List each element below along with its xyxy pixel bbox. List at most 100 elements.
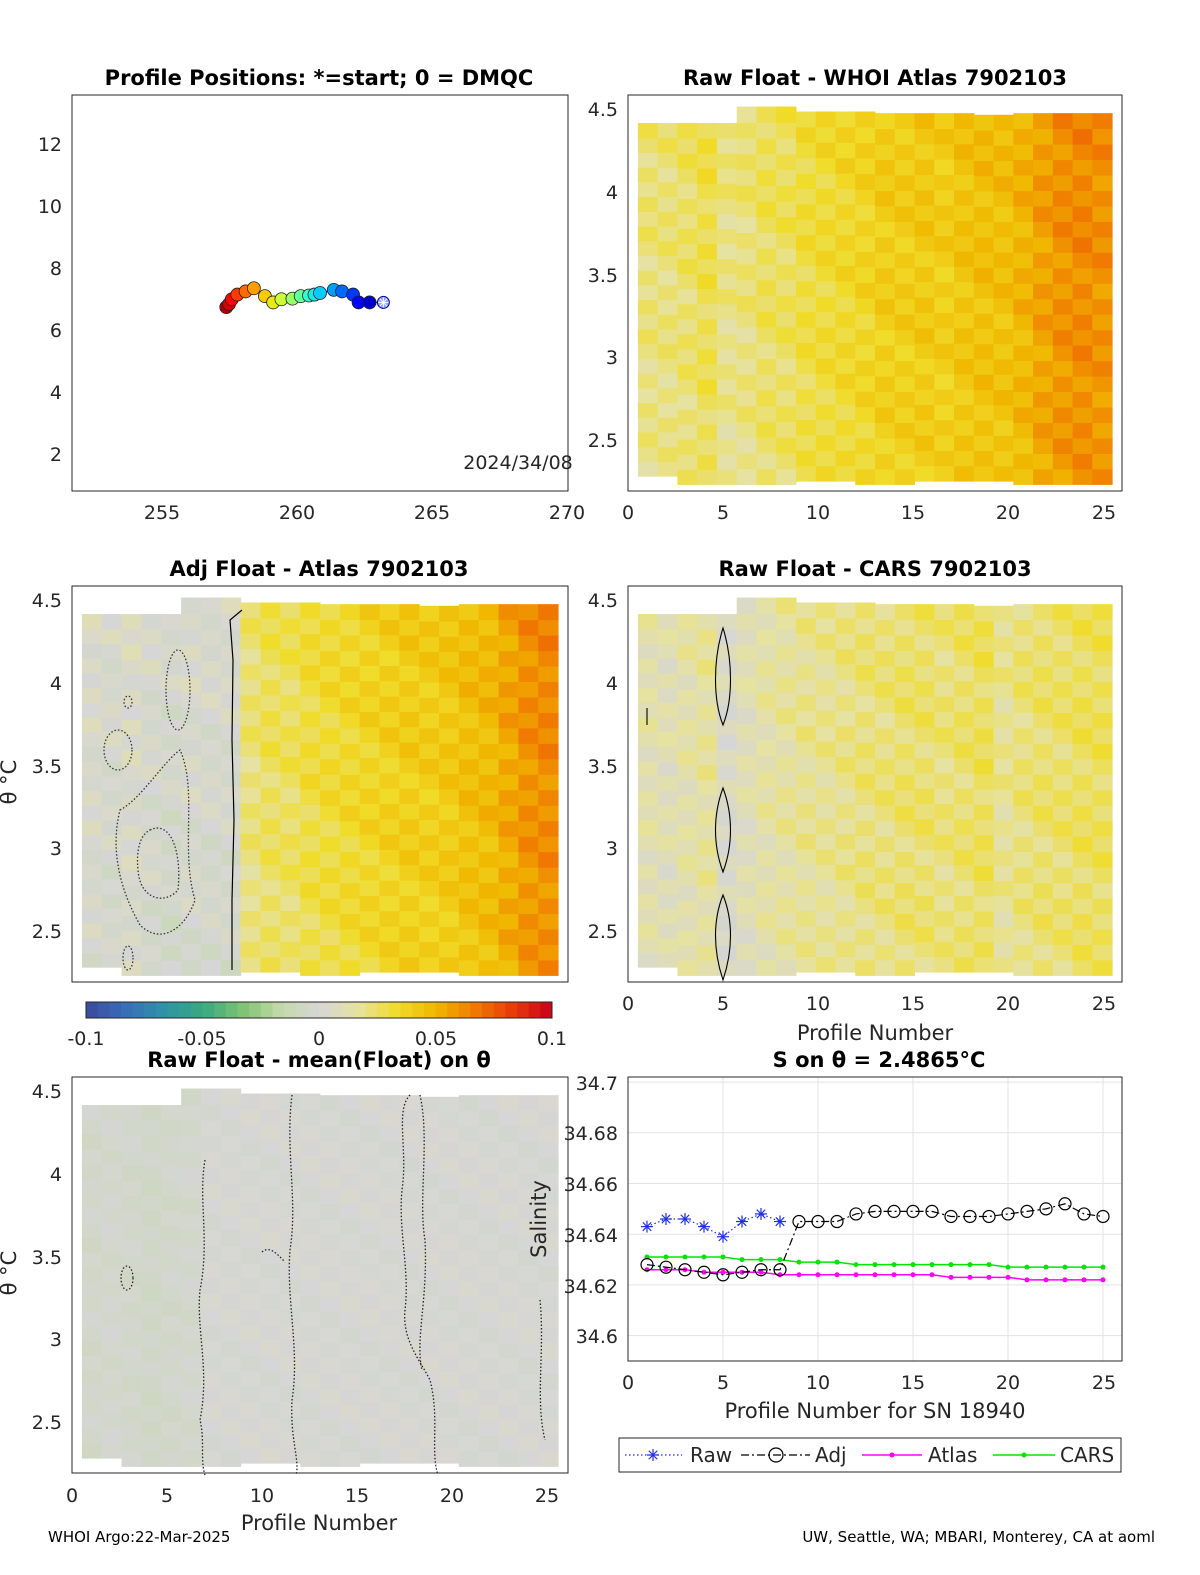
heatmap-cell	[795, 219, 817, 236]
heatmap-cell	[478, 696, 500, 713]
heatmap-cell	[677, 348, 698, 365]
heatmap-cell	[716, 168, 738, 184]
heatmap-cell	[934, 235, 955, 252]
heatmap-cell	[954, 266, 975, 283]
heatmap-cell	[875, 175, 896, 191]
heatmap-cell	[756, 660, 777, 677]
heatmap-cell	[993, 359, 1014, 375]
heatmap-cell	[934, 419, 955, 436]
heatmap-cell	[280, 802, 301, 819]
heatmap-cell	[458, 619, 480, 636]
heatmap-cell	[260, 1170, 281, 1187]
heatmap-cell	[776, 597, 797, 614]
heatmap-cell	[200, 676, 222, 693]
heatmap-cell	[855, 127, 876, 144]
heatmap-cell	[121, 1285, 142, 1302]
heatmap-cell	[379, 834, 400, 850]
heatmap-cell	[894, 681, 916, 698]
heatmap-cell	[399, 834, 420, 850]
heatmap-cell	[359, 619, 381, 636]
heatmap-cell	[914, 895, 935, 912]
heatmap-cell	[141, 749, 162, 766]
heatmap-cell	[141, 1421, 162, 1437]
heatmap-cell	[657, 952, 678, 968]
heatmap-cell	[161, 719, 182, 735]
heatmap-cell	[954, 880, 975, 896]
heatmap-cell	[894, 314, 916, 331]
heatmap-cell	[973, 359, 995, 375]
heatmap-cell	[220, 943, 242, 961]
heatmap-cell	[1092, 836, 1113, 853]
heatmap-cell	[399, 941, 420, 958]
heatmap-cell	[161, 1285, 182, 1302]
heatmap-cell	[954, 128, 975, 145]
heatmap-cell	[914, 281, 935, 298]
heatmap-cell	[220, 928, 242, 945]
mean-ytick: 4.5	[32, 1081, 62, 1103]
heatmap-cell	[339, 619, 361, 636]
heatmap-cell	[478, 1373, 500, 1390]
heatmap-cell	[498, 666, 519, 682]
heatmap-cell	[339, 898, 361, 915]
heatmap-cell	[101, 1414, 123, 1430]
heatmap-cell	[161, 1451, 182, 1467]
heatmap-cell	[339, 1265, 361, 1282]
heatmap-cell	[716, 288, 738, 305]
heatmap-cell	[518, 1218, 539, 1235]
heatmap-cell	[121, 1165, 142, 1181]
sal-point-atlas	[644, 1267, 650, 1273]
heatmap-cell	[101, 878, 123, 895]
adj-ylabel: θ °C	[0, 760, 21, 805]
heatmap-cell	[795, 265, 817, 282]
sal-point-atlas	[815, 1272, 821, 1278]
heatmap-cell	[101, 952, 123, 968]
heatmap-cell	[934, 358, 955, 375]
heatmap-cell	[677, 779, 698, 796]
heatmap-cell	[697, 424, 718, 440]
heatmap-cell	[220, 1088, 242, 1105]
heatmap-cell	[776, 169, 797, 186]
heatmap-cell	[815, 465, 836, 482]
heatmap-cell	[141, 1120, 162, 1136]
heatmap-cell	[894, 928, 916, 945]
heatmap-cell	[181, 1403, 202, 1420]
sal-point-cars	[853, 1262, 859, 1268]
heatmap-cell	[320, 867, 341, 884]
heatmap-cell	[697, 930, 718, 946]
whoi-axes	[627, 94, 1123, 492]
heatmap-cell	[697, 764, 718, 781]
heatmap-cell	[934, 266, 955, 283]
heatmap-cell	[1033, 298, 1054, 315]
heatmap-cell	[1013, 913, 1034, 930]
heatmap-cell	[657, 417, 678, 433]
heatmap-cell	[657, 687, 678, 703]
heatmap-cell	[697, 915, 718, 931]
colorbar-step	[482, 1002, 495, 1018]
heatmap-cell	[934, 465, 955, 482]
heatmap-cell	[320, 1373, 341, 1390]
heatmap-cell	[795, 434, 817, 451]
sal-point-adj	[849, 1207, 863, 1221]
heatmap-cell	[339, 851, 361, 868]
heatmap-cell	[240, 1447, 261, 1464]
heatmap-cell	[419, 758, 440, 775]
heatmap-cell	[677, 719, 698, 735]
heatmap-cell	[657, 270, 678, 286]
sal-point-cars	[796, 1259, 802, 1265]
heatmap-cell	[894, 407, 916, 424]
heatmap-cell	[1072, 144, 1093, 161]
heatmap-cell	[379, 1371, 400, 1387]
heatmap-cell	[934, 757, 955, 774]
heatmap-cell	[776, 437, 797, 454]
heatmap-cell	[359, 757, 381, 774]
heatmap-cell	[220, 1167, 242, 1184]
sal-point-atlas	[796, 1272, 802, 1278]
heatmap-cell	[399, 1309, 420, 1326]
heatmap-cell	[339, 666, 361, 682]
heatmap-cell	[320, 1265, 341, 1282]
heatmap-cell	[1052, 696, 1074, 713]
heatmap-cell	[637, 299, 659, 315]
heatmap-cell	[161, 930, 182, 946]
heatmap-cell	[478, 1296, 500, 1313]
heatmap-cell	[320, 635, 341, 652]
